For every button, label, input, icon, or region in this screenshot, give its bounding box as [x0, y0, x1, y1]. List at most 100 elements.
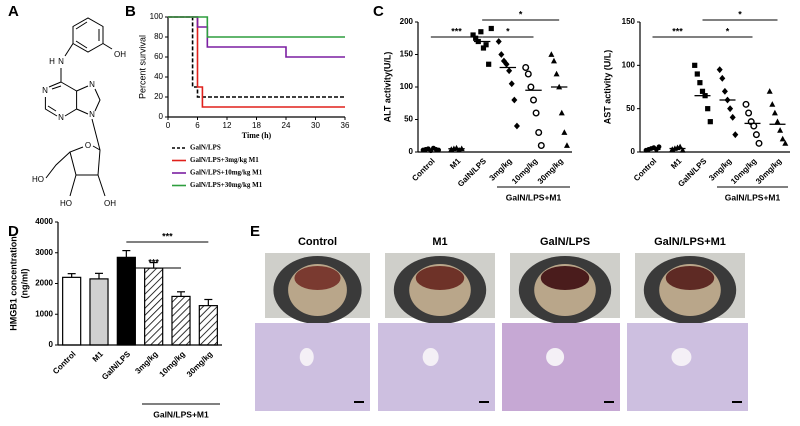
y-axis-title: ALT activity(U/L) — [382, 52, 392, 123]
x-tick-label: 10mg/kg — [729, 156, 758, 185]
ribose-ring — [69, 146, 101, 176]
vessel — [671, 348, 692, 366]
significance-label: * — [726, 26, 730, 36]
point — [530, 96, 538, 104]
point — [699, 88, 706, 94]
y-tick-label: 20 — [154, 92, 163, 101]
y-tick-label: 4000 — [35, 217, 53, 226]
point — [488, 25, 494, 32]
liver — [540, 266, 590, 290]
panel-label: B — [125, 3, 136, 20]
bar — [116, 256, 136, 346]
point — [719, 74, 726, 82]
y-tick-label: 150 — [622, 17, 636, 26]
y-tick-label: 100 — [400, 82, 414, 91]
x-tick-label: Control — [51, 350, 77, 376]
point — [563, 142, 570, 148]
point — [716, 66, 723, 74]
point — [495, 38, 502, 45]
point — [727, 105, 734, 113]
atom-label: OH — [114, 50, 126, 59]
y-tick-label: 60 — [154, 52, 163, 61]
point — [478, 29, 484, 35]
vessel — [422, 348, 439, 366]
bond — [44, 97, 58, 117]
histology-image — [627, 323, 748, 411]
y-tick-label: 0 — [49, 340, 54, 349]
point — [527, 83, 535, 91]
y-tick-label: 40 — [154, 72, 163, 81]
bond — [51, 85, 62, 90]
point — [777, 127, 784, 133]
x-tick-label: 24 — [282, 121, 291, 130]
bond — [97, 174, 106, 197]
x-tick-label: 12 — [223, 121, 232, 130]
point — [742, 100, 750, 108]
x-tick-label: 30mg/kg — [185, 349, 214, 378]
point — [755, 139, 763, 147]
y-axis-title: AST activity (U/L) — [602, 50, 612, 125]
x-tick-label: Control — [632, 157, 658, 183]
point — [480, 45, 487, 51]
histology-image — [255, 323, 370, 411]
x-tick-label: 10mg/kg — [158, 349, 187, 378]
significance-label: * — [519, 9, 523, 19]
liver — [294, 266, 341, 290]
y-tick-label: 0 — [159, 112, 164, 121]
x-tick-label: GalN/LPS — [456, 156, 489, 189]
atom-label: O — [85, 141, 91, 150]
y-tick-label: 50 — [626, 104, 635, 113]
group-label: GalN/LPS+M1 — [153, 409, 209, 419]
bar — [198, 305, 218, 346]
bond — [92, 145, 101, 151]
y-tick-label: 2000 — [35, 279, 53, 288]
legend-label: GalN/LPS+10mg/kg M1 — [190, 169, 263, 177]
x-tick-label: M1 — [669, 156, 684, 171]
atom-label: HO — [32, 175, 44, 184]
vessel — [299, 348, 314, 366]
point — [697, 80, 703, 86]
x-tick-label: Control — [410, 157, 436, 183]
point — [524, 70, 532, 78]
point — [548, 51, 555, 57]
point — [553, 70, 560, 77]
atom-label: N — [58, 57, 64, 66]
point — [436, 147, 442, 153]
bond — [45, 151, 71, 179]
y-tick-label: 80 — [154, 32, 163, 41]
point — [782, 140, 789, 146]
liver — [415, 266, 465, 290]
point — [503, 60, 510, 68]
point — [707, 119, 713, 125]
point — [513, 122, 520, 130]
column-label: M1 — [432, 236, 447, 248]
point — [705, 106, 711, 112]
x-tick-label: 30 — [311, 121, 320, 130]
x-tick-label: 30mg/kg — [754, 156, 783, 185]
legend-label: GalN/LPS+30mg/kg M1 — [190, 181, 263, 189]
point — [486, 61, 492, 67]
y-tick-label: 100 — [622, 60, 636, 69]
bond — [76, 85, 89, 92]
bond — [102, 43, 113, 50]
panel-label: A — [8, 3, 19, 20]
significance-label: *** — [451, 26, 462, 36]
point — [508, 80, 515, 88]
significance-label: * — [506, 26, 510, 36]
bond — [64, 43, 74, 57]
y-tick-label: 100 — [150, 12, 164, 21]
y-tick-label: 50 — [404, 115, 413, 124]
significance-label: *** — [672, 26, 683, 36]
point — [656, 144, 662, 150]
point — [511, 96, 518, 104]
point — [532, 109, 540, 117]
x-tick-label: M1 — [448, 156, 463, 171]
x-tick-label: 0 — [166, 121, 171, 130]
y-axis-title: HMGB1 concentration — [8, 236, 18, 331]
point — [752, 131, 760, 139]
atom-label: OH — [104, 199, 116, 208]
y-tick-label: 3000 — [35, 248, 53, 257]
point — [721, 87, 728, 95]
significance-label: * — [738, 9, 742, 19]
point — [473, 35, 479, 41]
